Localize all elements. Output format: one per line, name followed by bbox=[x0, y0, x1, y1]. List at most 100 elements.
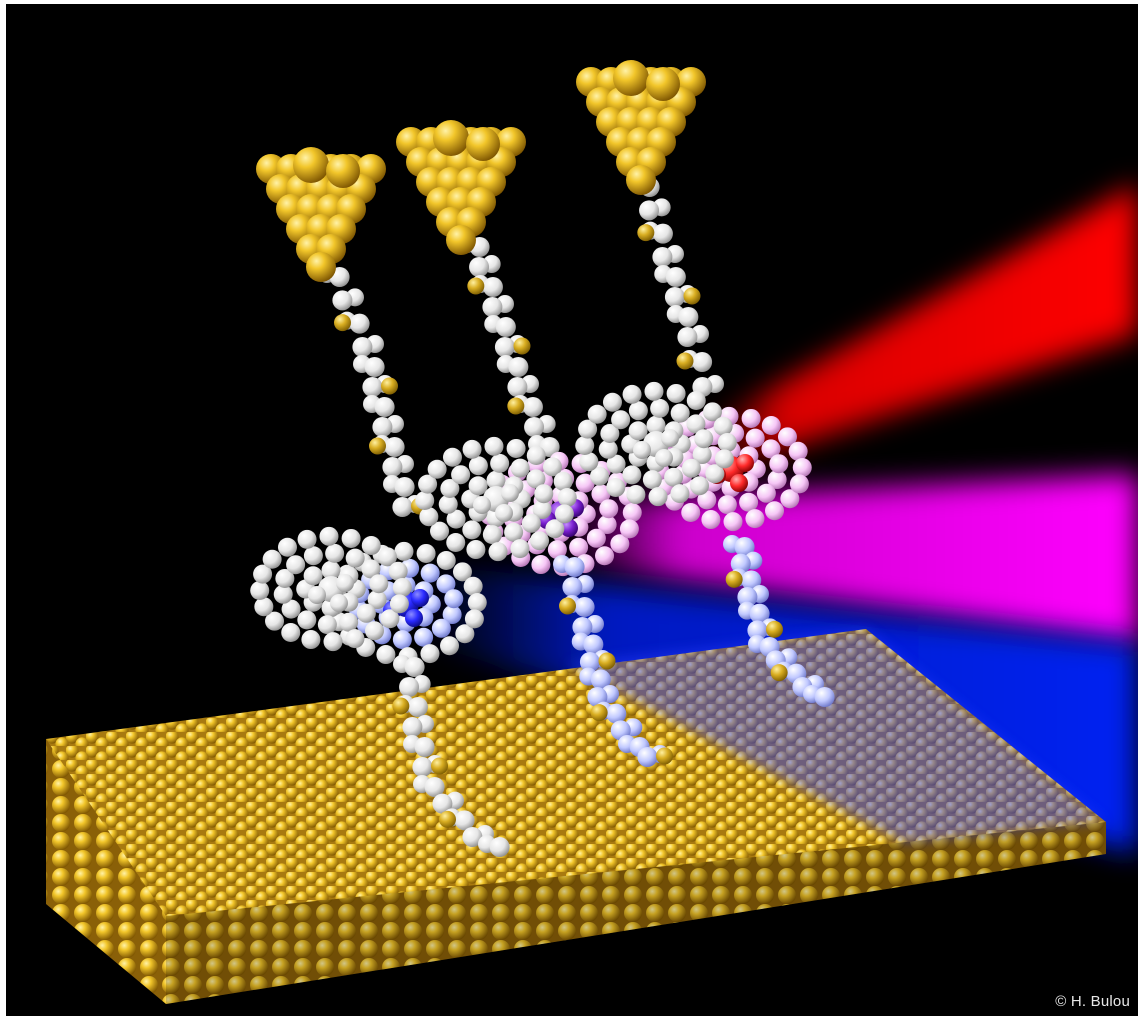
ring-atom bbox=[345, 629, 365, 649]
sulfur-atom bbox=[369, 437, 386, 455]
ring-atom bbox=[262, 549, 282, 569]
sulfur-atom bbox=[656, 747, 673, 765]
carbon-atom bbox=[402, 717, 423, 737]
carbon-atom bbox=[424, 777, 445, 797]
ring-atom bbox=[681, 458, 701, 478]
ring-atom bbox=[482, 525, 502, 545]
carbon-atom bbox=[677, 327, 698, 347]
red-beam bbox=[706, 184, 1138, 474]
sulfur-atom bbox=[637, 224, 655, 242]
ring-atom bbox=[356, 603, 376, 623]
carbon-atom bbox=[564, 557, 585, 577]
sulfur-atom bbox=[766, 620, 783, 638]
sulfur-atom bbox=[334, 314, 351, 332]
ring-atom bbox=[789, 474, 809, 494]
gold-tips bbox=[256, 60, 706, 282]
ring-atom bbox=[488, 542, 508, 562]
ring-atom bbox=[303, 566, 323, 586]
ring-atom bbox=[553, 471, 573, 491]
gold-atom bbox=[326, 154, 360, 188]
ring-atom bbox=[542, 457, 562, 477]
molecule-right bbox=[575, 175, 835, 707]
gold-tip-cluster bbox=[576, 60, 706, 195]
ring-atom bbox=[694, 429, 714, 449]
ring-atom bbox=[792, 458, 812, 478]
ring-atom bbox=[442, 447, 462, 467]
gold-atom bbox=[626, 165, 656, 195]
ring-atom bbox=[705, 464, 725, 484]
carbon-atom bbox=[482, 277, 503, 297]
ring-atom bbox=[377, 547, 397, 567]
ring-atom bbox=[622, 503, 642, 523]
ring-atom bbox=[602, 392, 622, 412]
ring-atom bbox=[431, 618, 451, 638]
carbon-atom bbox=[637, 747, 658, 767]
ring-atom bbox=[723, 512, 743, 532]
ring-atom bbox=[701, 510, 721, 530]
ring-atom bbox=[467, 593, 487, 613]
ring-atom bbox=[451, 465, 471, 485]
ring-atom bbox=[611, 410, 631, 430]
ring-atom bbox=[717, 433, 737, 453]
carbon-atom bbox=[482, 297, 503, 317]
gold-atom bbox=[613, 60, 649, 96]
sulfur-atom bbox=[431, 757, 448, 775]
carbon-atom bbox=[332, 290, 353, 311]
ring-atom bbox=[648, 487, 668, 507]
gold-atom bbox=[306, 252, 336, 282]
ring-atom bbox=[380, 609, 400, 629]
ring-atom bbox=[392, 630, 412, 650]
ring-atom bbox=[462, 439, 482, 459]
ring-atom bbox=[468, 456, 488, 476]
ring-atom bbox=[626, 485, 646, 505]
ring-atom bbox=[521, 513, 541, 533]
ring-atom bbox=[321, 560, 341, 580]
ring-atom bbox=[644, 381, 664, 401]
ring-atom bbox=[444, 589, 464, 609]
carbon-atom bbox=[734, 537, 755, 557]
carbon-atom bbox=[741, 570, 762, 591]
ring-atom bbox=[557, 488, 577, 508]
ring-atom bbox=[575, 473, 595, 493]
ring-atom bbox=[670, 484, 690, 504]
molecule-middle bbox=[415, 235, 673, 767]
carbon-atom bbox=[507, 377, 528, 397]
ring-atom bbox=[686, 391, 706, 411]
ring-atom bbox=[761, 416, 781, 436]
ring-atom bbox=[369, 574, 389, 594]
ring-atom bbox=[281, 622, 301, 642]
ring-atom bbox=[440, 478, 460, 498]
ring-atom bbox=[510, 458, 530, 478]
ring-atom bbox=[599, 499, 619, 519]
ring-atom bbox=[532, 500, 552, 520]
nitrogen-atom bbox=[501, 484, 519, 502]
ring-atom bbox=[646, 415, 666, 435]
ring-atom bbox=[586, 528, 606, 548]
nitrogen-atom bbox=[473, 496, 491, 514]
sulfur-atom bbox=[683, 287, 701, 305]
ring-atom bbox=[587, 404, 607, 424]
ring-atom bbox=[739, 492, 759, 512]
nitrogen-atom bbox=[336, 574, 354, 592]
carbon-atom bbox=[579, 652, 600, 672]
substrate-edge-shade bbox=[166, 822, 1106, 1004]
carbon-atom bbox=[749, 603, 770, 624]
carbon-atom bbox=[562, 577, 583, 597]
ring-atom bbox=[777, 427, 797, 447]
ring-atom bbox=[745, 509, 765, 529]
carbon-atom bbox=[469, 257, 490, 277]
gold-substrate bbox=[46, 629, 1106, 1004]
carbon-atom bbox=[590, 669, 611, 690]
ring-atom bbox=[769, 454, 789, 474]
nitrogen-atom bbox=[330, 594, 348, 612]
gold-atom bbox=[466, 127, 500, 161]
ring-atom bbox=[273, 584, 293, 604]
ring-atom bbox=[317, 615, 337, 635]
carbon-atom bbox=[606, 703, 627, 724]
ring-atom bbox=[486, 470, 506, 490]
ring-atom bbox=[367, 590, 387, 610]
ring-atom bbox=[622, 465, 642, 485]
ring-atom bbox=[545, 519, 565, 539]
ring-atom bbox=[254, 597, 274, 617]
ring-atom bbox=[713, 416, 733, 436]
